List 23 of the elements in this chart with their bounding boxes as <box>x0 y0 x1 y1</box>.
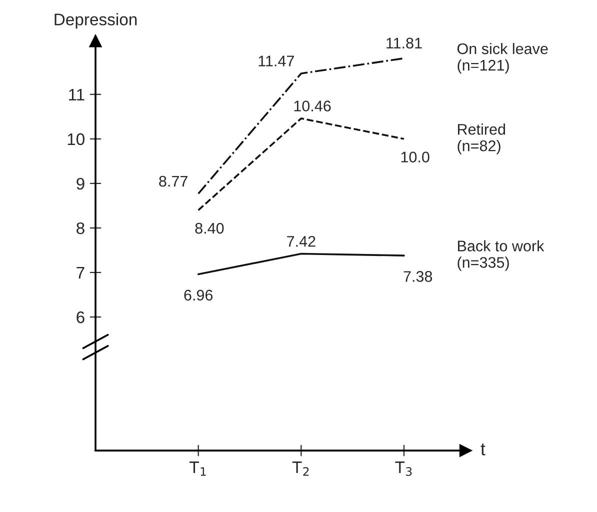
x-axis-title: t <box>480 444 486 456</box>
x-tick-label: T$_{1}$ <box>190 462 206 476</box>
y-tick-label: 8 <box>76 222 84 234</box>
text: Retired (n=82) <box>458 124 506 154</box>
y-tick-label: 7 <box>76 267 84 279</box>
x-tick-label: T$_{2}$ <box>292 462 309 476</box>
text: On sick leave (n=121) <box>457 42 548 74</box>
data-label: 11.81 <box>386 38 422 49</box>
data-label: 11.47 <box>258 56 294 66</box>
data-label: 10.0 <box>401 152 430 162</box>
x-tick-label: T$_{3}$ <box>395 462 412 476</box>
data-label: 8.40 <box>195 222 224 234</box>
text: Back to work (n=335) <box>458 240 544 271</box>
y-axis-title: Depression <box>54 13 137 29</box>
data-label: 8.77 <box>159 176 188 187</box>
data-label: 10.46 <box>294 100 331 112</box>
data-label: 7.38 <box>404 271 432 282</box>
y-tick-label: 9 <box>76 178 84 190</box>
y-tick-label: 10 <box>68 133 84 146</box>
data-label: 7.42 <box>287 236 316 247</box>
data-label: 6.96 <box>184 290 213 301</box>
y-tick-label: 6 <box>76 311 84 324</box>
y-tick-label: 11 <box>69 88 84 100</box>
